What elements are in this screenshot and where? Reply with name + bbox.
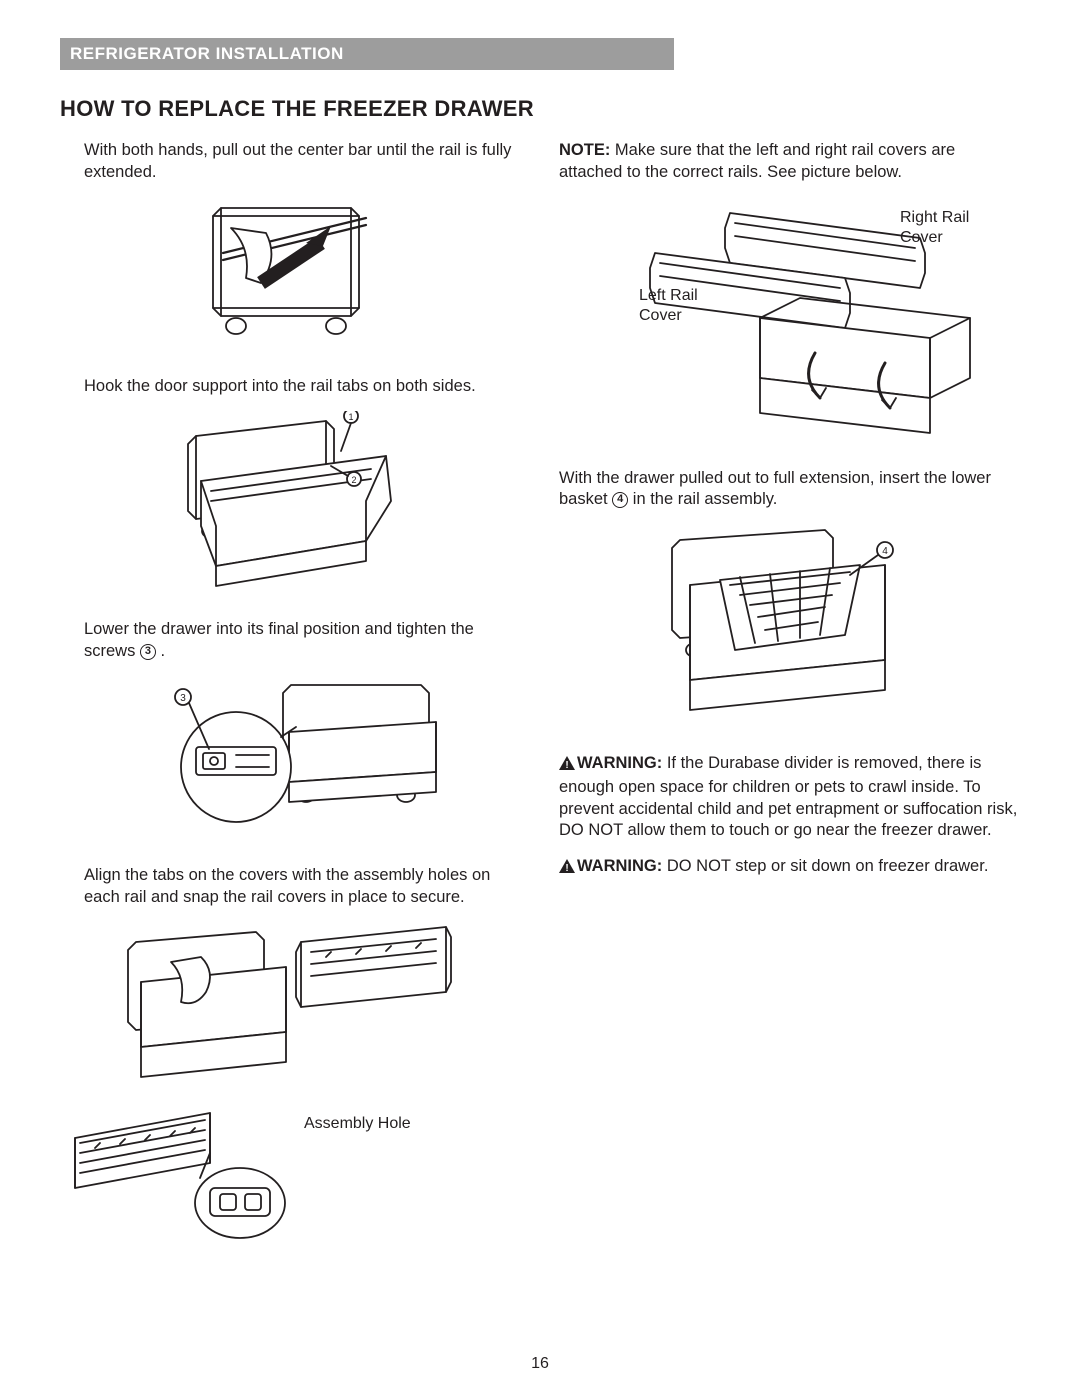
step-3-post: . bbox=[156, 642, 165, 660]
figure-rail-covers-exploded: Right Rail Cover Left Rail Cover bbox=[559, 198, 1020, 458]
figure-insert-basket: 4 bbox=[559, 525, 1020, 725]
warning-2-label: WARNING: bbox=[577, 857, 662, 875]
right-rail-cover-label: Right Rail Cover bbox=[900, 208, 990, 248]
step-4-text: Align the tabs on the covers with the as… bbox=[60, 865, 521, 909]
note-text: Make sure that the left and right rail c… bbox=[559, 141, 955, 181]
warning-1-label: WARNING: bbox=[577, 754, 662, 772]
svg-text:!: ! bbox=[565, 760, 568, 770]
figure-tighten-screws: 3 bbox=[60, 677, 521, 837]
svg-text:3: 3 bbox=[180, 693, 186, 704]
warning-2-text: DO NOT step or sit down on freezer drawe… bbox=[662, 857, 988, 875]
svg-text:4: 4 bbox=[882, 546, 888, 557]
figure-assembly-hole-row: Assembly Hole bbox=[60, 1108, 521, 1248]
warning-icon: ! bbox=[559, 858, 575, 880]
figure-assembly-hole-detail bbox=[70, 1108, 290, 1248]
page-number: 16 bbox=[0, 1355, 1080, 1373]
warning-1: ! WARNING: If the Durabase divider is re… bbox=[559, 753, 1020, 842]
note-label: NOTE: bbox=[559, 141, 610, 159]
svg-text:!: ! bbox=[565, 863, 568, 873]
step-1-text: With both hands, pull out the center bar… bbox=[60, 140, 521, 184]
page-title: HOW TO REPLACE THE FREEZER DRAWER bbox=[60, 96, 1020, 122]
content-columns: With both hands, pull out the center bar… bbox=[60, 140, 1020, 1248]
section-header-bar: REFRIGERATOR INSTALLATION bbox=[60, 38, 674, 70]
left-column: With both hands, pull out the center bar… bbox=[60, 140, 521, 1248]
insert-post: in the rail assembly. bbox=[628, 490, 777, 508]
svg-text:2: 2 bbox=[351, 475, 356, 485]
circled-4-inline: 4 bbox=[612, 492, 628, 508]
circled-3-inline: 3 bbox=[140, 644, 156, 660]
right-column: NOTE: Make sure that the left and right … bbox=[559, 140, 1020, 1248]
warning-icon: ! bbox=[559, 755, 575, 777]
figure-hook-door-support: 1 2 bbox=[60, 411, 521, 591]
assembly-hole-label: Assembly Hole bbox=[304, 1114, 411, 1134]
step-2-text: Hook the door support into the rail tabs… bbox=[60, 376, 521, 398]
svg-text:1: 1 bbox=[348, 412, 353, 422]
step-insert-basket: With the drawer pulled out to full exten… bbox=[559, 468, 1020, 512]
step-3-text: Lower the drawer into its final position… bbox=[60, 619, 521, 663]
figure-rail-covers bbox=[60, 922, 521, 1102]
left-rail-cover-label: Left Rail Cover bbox=[639, 286, 719, 326]
note-block: NOTE: Make sure that the left and right … bbox=[559, 140, 1020, 184]
figure-pull-center-bar bbox=[60, 198, 521, 348]
warning-2: ! WARNING: DO NOT step or sit down on fr… bbox=[559, 856, 1020, 880]
